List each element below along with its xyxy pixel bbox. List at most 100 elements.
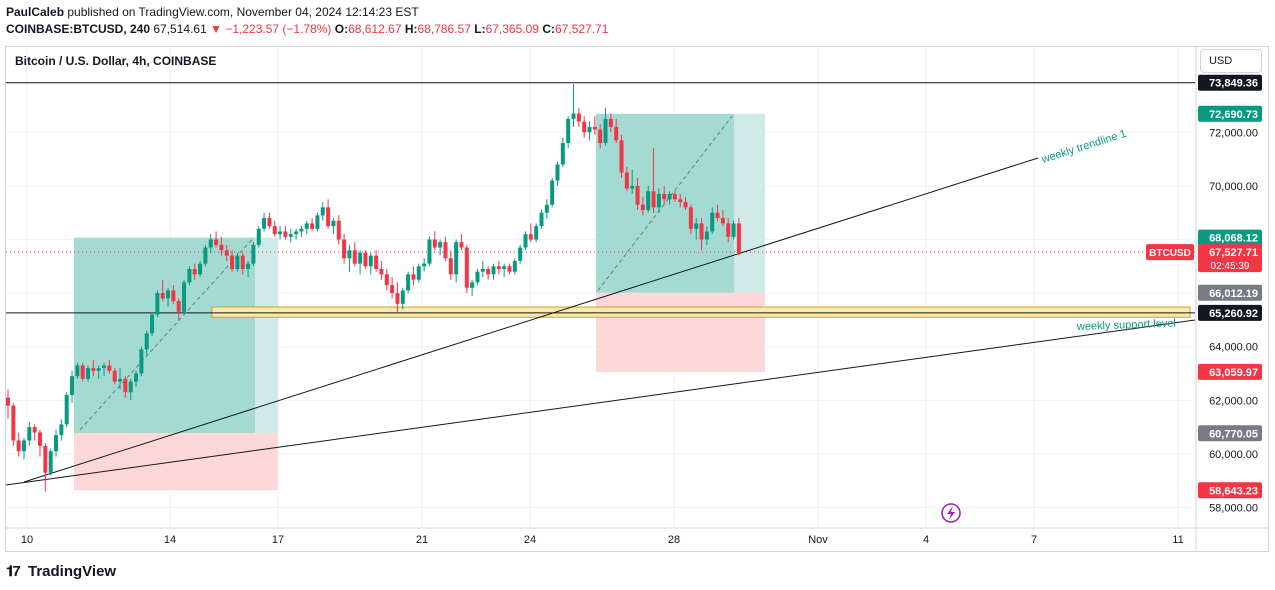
candle-body — [726, 223, 731, 237]
candle-body — [640, 204, 645, 211]
target-zone-ext — [255, 237, 278, 434]
close-label: C: — [542, 22, 555, 36]
candle-body — [699, 223, 704, 240]
candle-body — [544, 204, 549, 213]
tradingview-logo-icon: 𝟏7 — [6, 563, 21, 580]
candle-body — [598, 129, 603, 144]
candle-body — [187, 268, 192, 283]
candle-body — [118, 378, 123, 382]
candle-body — [358, 252, 363, 264]
candle-body — [411, 274, 416, 280]
candle-body — [150, 314, 155, 334]
candle-body — [80, 365, 85, 379]
candle-body — [75, 365, 80, 377]
candle-body — [96, 368, 101, 371]
candle-body — [683, 201, 688, 208]
candle-body — [560, 143, 565, 165]
price-label: 60,770.05 — [1209, 428, 1258, 440]
price-label-bg — [1198, 425, 1262, 442]
low-value: 67,365.09 — [485, 22, 539, 36]
candle-body — [155, 293, 160, 315]
x-tick-label: 11 — [1172, 534, 1183, 546]
candle-body — [347, 250, 352, 259]
candle-body — [688, 207, 693, 229]
candle-body — [534, 226, 539, 240]
currency-button[interactable]: USD — [1200, 49, 1262, 73]
candle-body — [427, 239, 432, 264]
candle-body — [614, 126, 619, 141]
annotation-trendline: weekly trendline 1 — [1039, 128, 1128, 166]
price-label: 73,849.36 — [1209, 78, 1258, 90]
candle-body — [48, 451, 53, 473]
candle-body — [278, 231, 283, 235]
candle-body — [326, 207, 331, 227]
candle-body — [694, 223, 699, 229]
candle-body — [651, 191, 656, 208]
close-value: 67,527.71 — [554, 22, 609, 36]
candle-body — [704, 231, 709, 240]
candle-body — [27, 427, 32, 441]
candle-body — [438, 242, 443, 248]
candle-body — [91, 368, 96, 371]
high-label: H: — [404, 22, 418, 36]
candle-body — [294, 231, 299, 235]
candle-body — [22, 440, 27, 452]
candle-body — [198, 263, 203, 275]
candle-body — [422, 263, 427, 267]
price-label-bg — [1198, 304, 1262, 321]
price-label: 58,643.23 — [1209, 485, 1258, 497]
candle-body — [320, 207, 325, 216]
candle-body — [176, 301, 181, 312]
candle-body — [608, 118, 613, 127]
candle-body — [70, 376, 75, 395]
countdown-label: 02:45:39 — [1211, 261, 1250, 272]
candle-body — [416, 266, 421, 280]
candle-body — [192, 268, 197, 275]
author-name[interactable]: PaulCaleb — [6, 5, 65, 19]
publish-info: PaulCaleb published on TradingView.com, … — [6, 5, 419, 19]
candle-body — [224, 250, 229, 256]
candle-body — [342, 239, 347, 259]
candle-body — [715, 212, 720, 219]
candle-body — [470, 282, 475, 288]
candle-body — [352, 250, 357, 264]
x-tick-label: 14 — [164, 534, 176, 546]
open-value: 68,612.67 — [348, 22, 402, 36]
candle-body — [475, 271, 480, 283]
candle-body — [251, 244, 256, 264]
y-tick-label: 64,000.00 — [1209, 342, 1258, 354]
candle-body — [587, 126, 592, 133]
weekly-trendline — [23, 157, 1039, 483]
candle-body — [6, 397, 10, 406]
x-tick-label: 28 — [668, 534, 680, 546]
candle-body — [432, 239, 437, 248]
candle-body — [267, 218, 272, 227]
candle-body — [64, 394, 69, 425]
tradingview-logo[interactable]: 𝟏7 TradingView — [6, 563, 116, 580]
candle-body — [363, 252, 368, 267]
lightning-icon[interactable] — [941, 503, 961, 523]
target-zone-ext — [734, 113, 765, 293]
candle-body — [646, 191, 651, 211]
candle-body — [16, 440, 21, 452]
candle-body — [571, 113, 576, 119]
open-label: O: — [334, 22, 349, 36]
candle-body — [368, 255, 373, 267]
candle-body — [406, 274, 411, 291]
candle-body — [502, 266, 507, 269]
candle-body — [459, 242, 464, 248]
down-arrow-icon: ▼ — [210, 22, 222, 36]
candle-body — [656, 193, 661, 208]
candle-body — [480, 268, 485, 272]
candle-body — [262, 218, 267, 229]
candle-body — [576, 113, 581, 122]
candle-body — [395, 293, 400, 304]
price-label-bg — [1198, 284, 1262, 301]
price-label-bg — [1198, 74, 1262, 91]
candle-body — [491, 266, 496, 275]
price-label-bg — [1198, 363, 1262, 380]
candle-body — [667, 193, 672, 200]
chart-title: Bitcoin / U.S. Dollar, 4h, COINBASE — [15, 54, 217, 68]
candle-body — [390, 285, 395, 294]
